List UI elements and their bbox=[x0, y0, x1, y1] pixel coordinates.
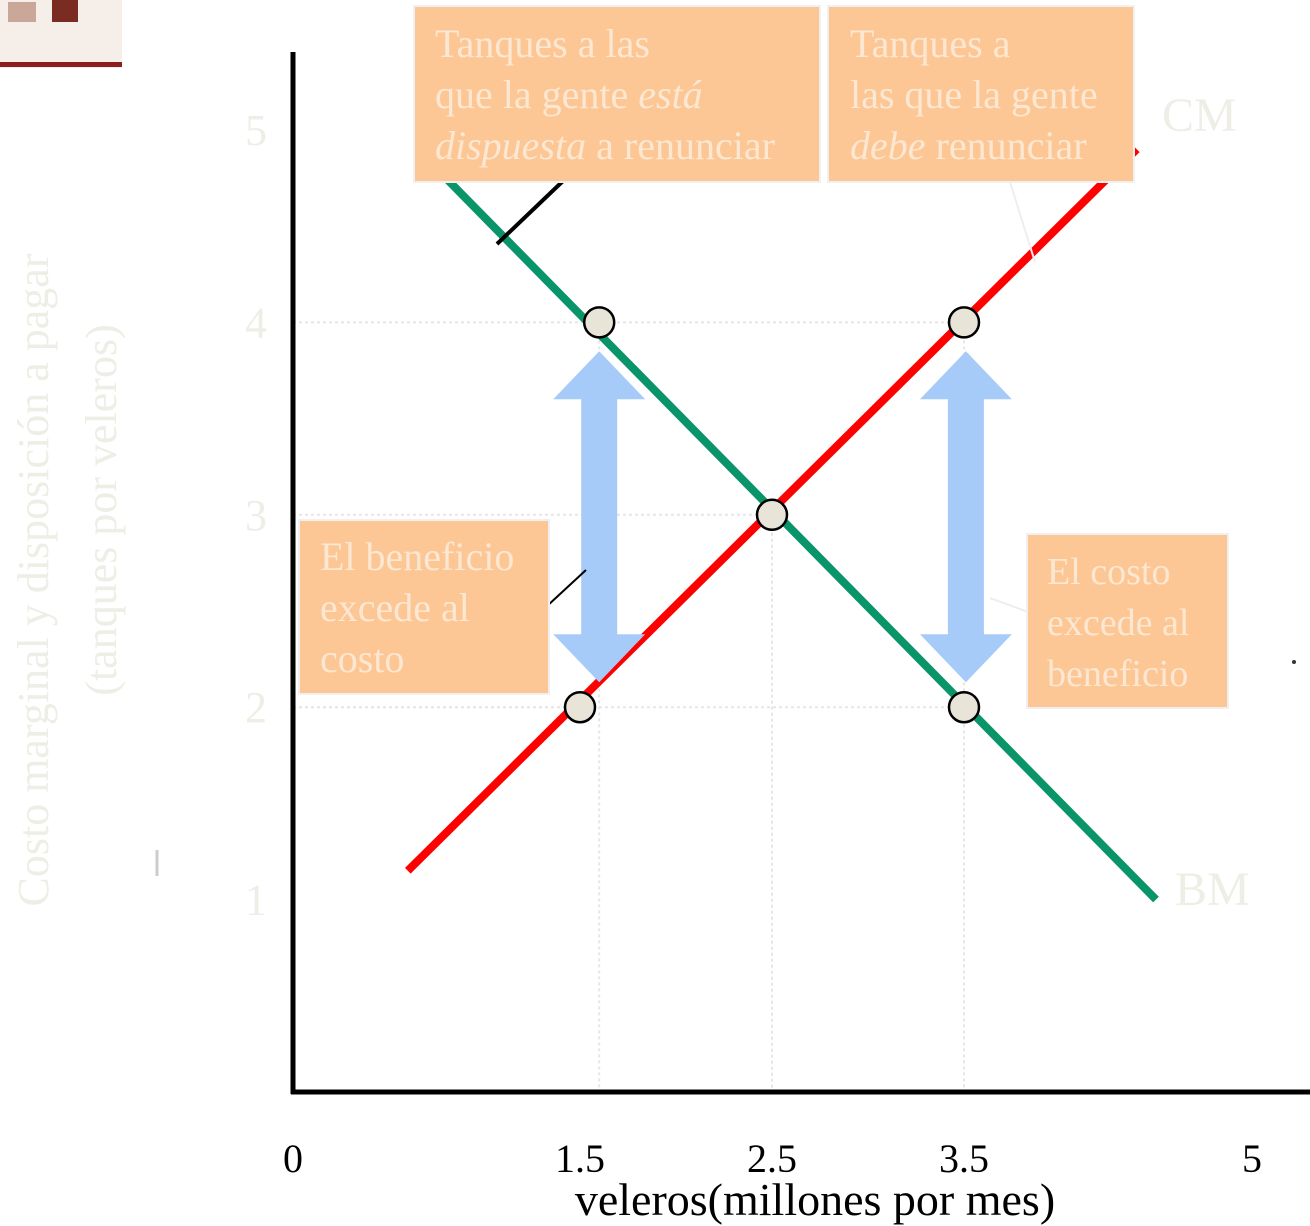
x-axis-title: veleros(millones por mes) bbox=[575, 1174, 1055, 1225]
leader-line-4 bbox=[989, 597, 1029, 613]
y-tick-3: 3 bbox=[245, 491, 267, 540]
box4-text: El costo excede al beneficio bbox=[1047, 551, 1189, 695]
y-axis-title-1: Costo marginal y disposición a pagar bbox=[9, 253, 58, 906]
corner-logo bbox=[0, 0, 122, 68]
x-tick-1.5: 1.5 bbox=[555, 1136, 605, 1181]
x-tick-5: 5 bbox=[1242, 1136, 1262, 1181]
curve-label-cm: CM bbox=[1162, 89, 1237, 142]
y-tick-1: 1 bbox=[245, 876, 267, 925]
x-tick-0: 0 bbox=[283, 1136, 303, 1181]
marker-point-3 bbox=[563, 690, 597, 724]
leader-line-1 bbox=[495, 179, 565, 246]
annotation-box-willing: Tanques a las que la gente está dispuesta … bbox=[413, 5, 821, 183]
arrow-benefit-exceeds-cost bbox=[553, 351, 646, 683]
marker-point-1 bbox=[947, 306, 981, 339]
curve-label-bm: BM bbox=[1175, 863, 1250, 916]
double-arrows bbox=[553, 351, 1012, 683]
y-axis-title-2: (tanques por veleros) bbox=[77, 324, 126, 695]
y-tick-5: 5 bbox=[245, 106, 267, 155]
arrow-cost-exceeds-benefit bbox=[919, 351, 1012, 683]
x-tick-labels: 0 1.5 2.5 3.5 5 bbox=[283, 1136, 1262, 1181]
x-tick-2.5: 2.5 bbox=[747, 1136, 797, 1181]
marker-point-2 bbox=[755, 498, 789, 532]
y-tick-2: 2 bbox=[245, 683, 267, 732]
y-tick-4: 4 bbox=[245, 298, 267, 347]
y-tick-labels: 1 2 3 4 5 bbox=[245, 106, 267, 925]
leader-line-3 bbox=[545, 569, 587, 608]
leader-lines bbox=[495, 179, 1036, 613]
box3-text: El beneficio excede al costo bbox=[320, 534, 514, 681]
box2-text: Tanques a las que la gente debe renunciar bbox=[850, 21, 1098, 168]
leader-line-2 bbox=[1009, 181, 1036, 263]
svg-text:Costo marginal y disposición a: Costo marginal y disposición a pagar bbox=[9, 253, 58, 906]
marker-point-4 bbox=[947, 690, 981, 724]
annotation-box-benefit-exceeds: El beneficio excede al costo bbox=[298, 519, 550, 695]
annotation-box-cost-exceeds: El costo excede al beneficio bbox=[1026, 533, 1229, 709]
box1-text: Tanques a las que la gente está dispuesta … bbox=[435, 21, 775, 168]
axes bbox=[290, 52, 1310, 1095]
guide-lines bbox=[293, 321, 965, 1092]
annotation-box-must: Tanques a las que la gente debe renunciar bbox=[827, 5, 1135, 183]
series-line-bm bbox=[424, 156, 1159, 903]
svg-text:(tanques por veleros): (tanques por veleros) bbox=[77, 324, 126, 695]
x-tick-3.5: 3.5 bbox=[939, 1136, 989, 1181]
markers bbox=[563, 306, 981, 724]
marker-point-0 bbox=[582, 306, 616, 339]
speck-right bbox=[1292, 660, 1296, 664]
